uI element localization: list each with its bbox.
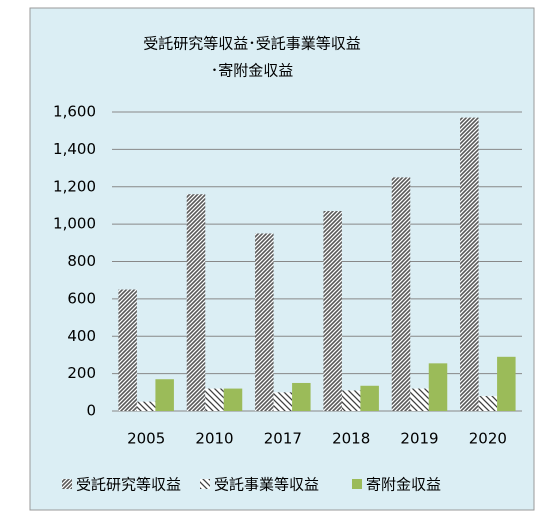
legend-swatch	[200, 479, 210, 489]
bar	[478, 396, 498, 411]
chart-title: 受託研究等収益･受託事業等収益	[143, 35, 361, 53]
y-tick-label: 1,200	[53, 177, 96, 195]
x-tick-label: 2020	[469, 430, 507, 448]
y-tick-label: 1,600	[53, 103, 96, 121]
x-tick-label: 2019	[400, 430, 438, 448]
y-tick-label: 600	[67, 289, 96, 307]
bar	[273, 392, 293, 411]
bar	[205, 388, 224, 411]
bar	[155, 379, 174, 411]
bar	[323, 211, 342, 411]
bar	[428, 363, 448, 411]
y-tick-label: 1,400	[53, 140, 96, 158]
x-tick-label: 2017	[264, 430, 302, 448]
bar	[341, 390, 361, 411]
bar	[186, 194, 206, 411]
bar	[292, 382, 311, 411]
legend-label: 受託事業等収益	[214, 476, 319, 494]
chart-title: ･寄附金収益	[211, 62, 294, 80]
y-tick-label: 1,000	[53, 215, 96, 233]
bar	[223, 388, 243, 411]
chart-area	[29, 7, 535, 511]
legend-swatch	[352, 479, 362, 489]
bar	[118, 289, 137, 411]
x-tick-label: 2010	[195, 430, 233, 448]
bar	[497, 356, 516, 411]
bar	[391, 177, 411, 411]
y-tick-label: 200	[67, 364, 96, 382]
legend-label: 寄附金収益	[366, 476, 441, 494]
y-tick-label: 400	[67, 327, 96, 345]
y-tick-label: 0	[86, 402, 96, 420]
x-tick-label: 2005	[127, 430, 165, 448]
y-tick-label: 800	[67, 252, 96, 270]
x-tick-label: 2018	[332, 430, 370, 448]
bar	[460, 117, 479, 411]
bar	[360, 385, 379, 411]
legend-label: 受託研究等収益	[76, 476, 181, 494]
bar	[136, 401, 156, 411]
legend-swatch	[62, 479, 72, 489]
bar	[410, 388, 429, 411]
bar	[255, 233, 274, 411]
